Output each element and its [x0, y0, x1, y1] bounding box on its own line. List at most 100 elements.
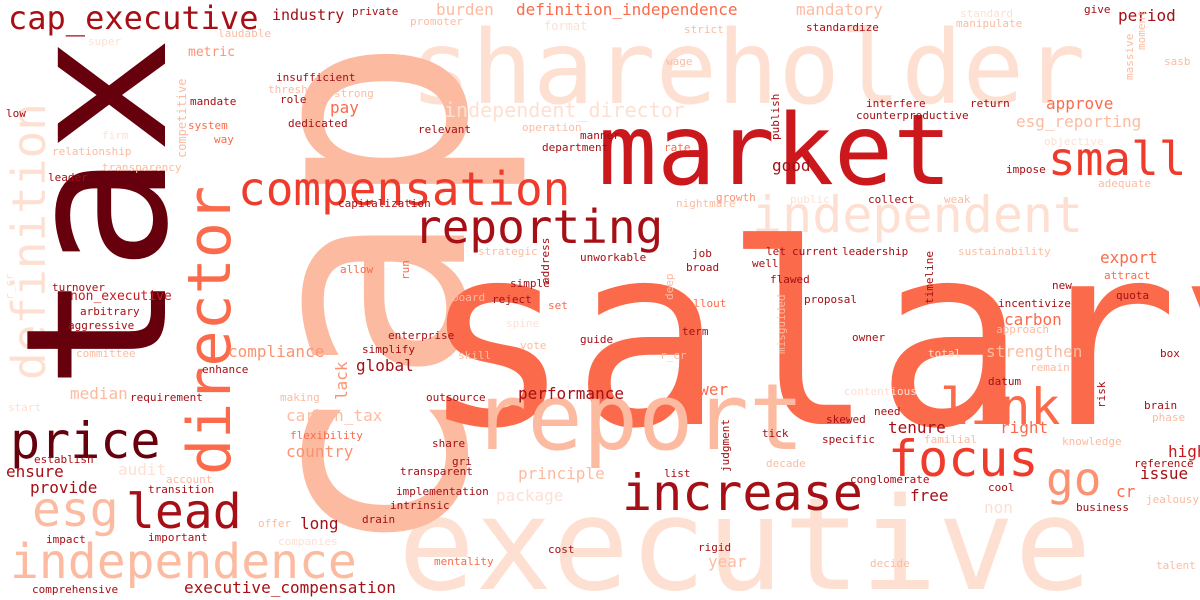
word-capitalization: capitalization [338, 197, 431, 210]
word-interfere: interfere [866, 97, 926, 110]
word-nightmare: nightmare [676, 197, 736, 210]
word-independent-director: independent_director [444, 98, 685, 122]
word-principle: principle [518, 464, 605, 483]
word-simple: simple [510, 277, 550, 290]
word-total: total [928, 347, 962, 360]
word-market: market [598, 94, 953, 208]
word-r: r_cr [3, 273, 16, 301]
word-brain: brain [1144, 399, 1178, 412]
word-median: median [70, 384, 128, 403]
word-executive: executive [398, 471, 1092, 600]
word-cost: cost [548, 543, 575, 556]
word-spine: spine [506, 317, 540, 330]
word-manipulate: manipulate [956, 17, 1023, 30]
word-compensation: compensation [238, 162, 571, 216]
word-pay: pay [330, 98, 359, 117]
word-specific: specific [822, 433, 875, 446]
word-counterproductive: counterproductive [856, 109, 969, 122]
word-super: super [88, 35, 122, 48]
word-metric: metric [188, 45, 235, 60]
word-flexibility: flexibility [290, 429, 363, 442]
word-esg-reporting: esg_reporting [1016, 112, 1142, 131]
word-dedicated: dedicated [288, 117, 348, 130]
word-unworkable: unworkable [580, 251, 647, 264]
word-implementation: implementation [396, 485, 489, 498]
word-contentious: contentious [844, 385, 917, 398]
word-impact: impact [46, 533, 86, 546]
word-laudable: laudable [218, 27, 271, 40]
word-datum: datum [988, 375, 1022, 388]
word-mandate: mandate [190, 95, 237, 108]
word-power: power [680, 380, 729, 399]
word-impose: impose [1006, 163, 1046, 176]
word-new: new [1052, 279, 1072, 292]
word-drain: drain [362, 513, 396, 526]
word-give: give [1084, 3, 1111, 16]
word-cr: cr [1116, 482, 1136, 501]
word-low: low [6, 107, 26, 120]
word-price: price [10, 412, 161, 470]
word-export: export [1100, 248, 1158, 267]
word-set: set [548, 299, 568, 312]
word-standardize: standardize [806, 21, 879, 34]
word-need: need [874, 405, 901, 418]
word-sustainability: sustainability [958, 245, 1051, 258]
word-cap-executive: cap_executive [8, 0, 259, 37]
word-salary: salary [420, 191, 1200, 484]
word-board: board [452, 291, 486, 304]
word-period: period [1118, 6, 1176, 25]
word-approve: approve [1046, 94, 1114, 113]
word-firm: firm [102, 129, 129, 142]
word-committee: committee [76, 347, 136, 360]
word-system: system [188, 119, 228, 132]
word-attract: attract [1104, 269, 1151, 282]
word-quota: quota [1116, 289, 1150, 302]
word-growth: growth [716, 191, 756, 204]
word-lead: lead [126, 484, 242, 540]
word-skewed: skewed [826, 413, 866, 426]
word-performance: performance [518, 384, 624, 403]
word-small: small [1048, 132, 1187, 186]
word-vote: vote [520, 339, 547, 352]
word-intrinsic: intrinsic [390, 499, 450, 512]
word-focus: focus [888, 430, 1039, 488]
word-leadership: leadership [842, 245, 909, 258]
word-outsource: outsource [426, 391, 486, 404]
word-job: job [692, 247, 712, 260]
word-rollout: rollout [680, 297, 727, 310]
word-lack: lack [332, 361, 351, 400]
word-offer: offer [258, 517, 292, 530]
word-free: free [910, 486, 949, 505]
word-promoter: promoter [410, 15, 463, 28]
word-relationship: relationship [52, 145, 132, 158]
word-carbon: carbon [1004, 310, 1062, 329]
word-non-executive: non_executive [70, 289, 172, 304]
word-relevant: relevant [418, 123, 471, 136]
word-leader: leader [48, 171, 88, 184]
word-talent: talent [1156, 559, 1196, 572]
word-ensure: ensure [6, 462, 64, 481]
word-operation: operation [522, 121, 582, 134]
word-director: director [175, 186, 245, 475]
word-long: long [300, 514, 339, 533]
word-term: term [682, 325, 709, 338]
word-enterprise: enterprise [388, 329, 455, 342]
word-adequate: adequate [1098, 177, 1151, 190]
word-timeline: timeline [923, 251, 936, 304]
word-strengthen: strengthen [986, 342, 1083, 361]
word-package: package [496, 486, 564, 505]
word-requirement: requirement [130, 391, 203, 404]
word-decide: decide [870, 557, 910, 570]
word-reference: reference [1134, 457, 1194, 470]
word-reporting: reporting [414, 200, 664, 254]
word-account: account [166, 473, 213, 486]
word-standard: standard [960, 7, 1013, 20]
word-making: making [280, 391, 320, 404]
word-list: list [664, 467, 691, 480]
word-increase: increase [622, 464, 863, 522]
word-strict: strict [684, 23, 724, 36]
word-flawed: flawed [770, 273, 810, 286]
word-conglomerate: conglomerate [850, 473, 930, 486]
word-tenure: tenure [888, 418, 946, 437]
word-remain: remain [1030, 361, 1070, 374]
